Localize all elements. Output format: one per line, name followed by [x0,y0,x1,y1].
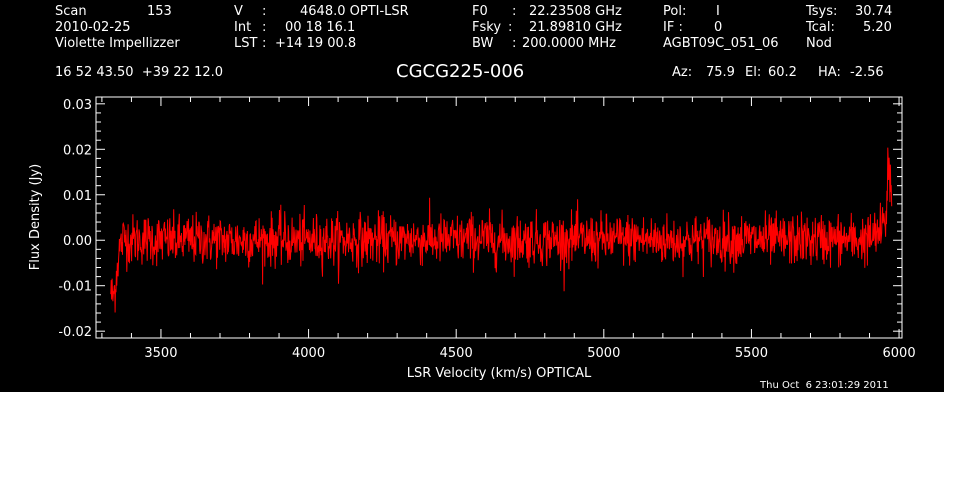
sky-freq-value: 21.89810 GHz [529,20,622,35]
y-tick-label: 0.03 [63,98,92,113]
velocity-value: 4648.0 OPTI-LSR [300,4,409,19]
hour-angle-value: -2.56 [850,65,884,80]
hour-angle-label: HA: [818,65,841,80]
x-axis-label: LSR Velocity (km/s) OPTICAL [407,366,592,381]
if-value: 0 [714,20,723,35]
pol-label: Pol: [663,4,687,19]
scan-number: 153 [147,4,172,19]
y-axis-label: Flux Density (Jy) [28,164,43,270]
x-tick-label: 4000 [292,346,325,361]
x-tick-label: 5500 [735,346,768,361]
y-tick-label: -0.02 [58,325,92,340]
lst-value: +14 19 00.8 [275,36,357,51]
spectrum-trace [110,147,893,313]
x-tick-label: 6000 [883,346,916,361]
y-tick-label: 0.01 [63,189,92,204]
if-label: IF : [663,20,683,35]
trace-layer [110,147,893,313]
tcal-value: 5.20 [863,20,892,35]
pol-value: I [716,4,720,19]
spectrum-chart: 3500 4000 4500 5000 5500 6000 -0.02 -0.01 0.00 0.… [28,96,916,381]
bandwidth-label: BW [472,36,494,51]
project-id: AGBT09C_051_06 [663,36,779,51]
x-tick-label: 5000 [587,346,620,361]
azimuth-value: 75.9 [706,65,735,80]
bandwidth-value: 200.0000 MHz [522,36,616,51]
tsys-value: 30.74 [855,4,893,19]
elevation-value: 60.2 [768,65,797,80]
observer-name: Violette Impellizzer [55,36,180,51]
plot-timestamp: Thu Oct 6 23:01:29 2011 [760,380,889,391]
y-tick-label: -0.01 [58,280,92,295]
obs-date: 2010-02-25 [55,20,131,35]
azimuth-label: Az: [672,65,693,80]
y-tick-label: 0.00 [63,234,92,249]
elevation-label: El: [745,65,762,80]
scan-label: Scan [55,4,87,19]
rest-freq-label: F0 [472,4,488,19]
tsys-label: Tsys: [806,4,838,19]
rest-freq-value: 22.23508 GHz [529,4,622,19]
spectrum-panel: Scan 153 2010-02-25 Violette Impellizzer… [0,0,944,392]
y-tick-label: 0.02 [63,143,92,158]
x-tick-label: 4500 [440,346,473,361]
source-coordinates: 16 52 43.50 +39 22 12.0 [55,65,224,80]
velocity-label: V [234,4,243,19]
plot-frame [95,96,903,339]
sky-freq-label: Fsky [472,20,502,35]
x-tick-label: 3500 [144,346,177,361]
obs-mode: Nod [806,36,832,51]
integration-value: 00 18 16.1 [285,20,356,35]
lst-label: LST [234,36,258,51]
tick-layer: 3500 4000 4500 5000 5500 6000 -0.02 -0.01 0.00 0.… [58,97,916,361]
source-name: CGCG225-006 [396,61,525,82]
tcal-label: Tcal: [806,20,835,35]
integration-label: Int [234,20,252,35]
